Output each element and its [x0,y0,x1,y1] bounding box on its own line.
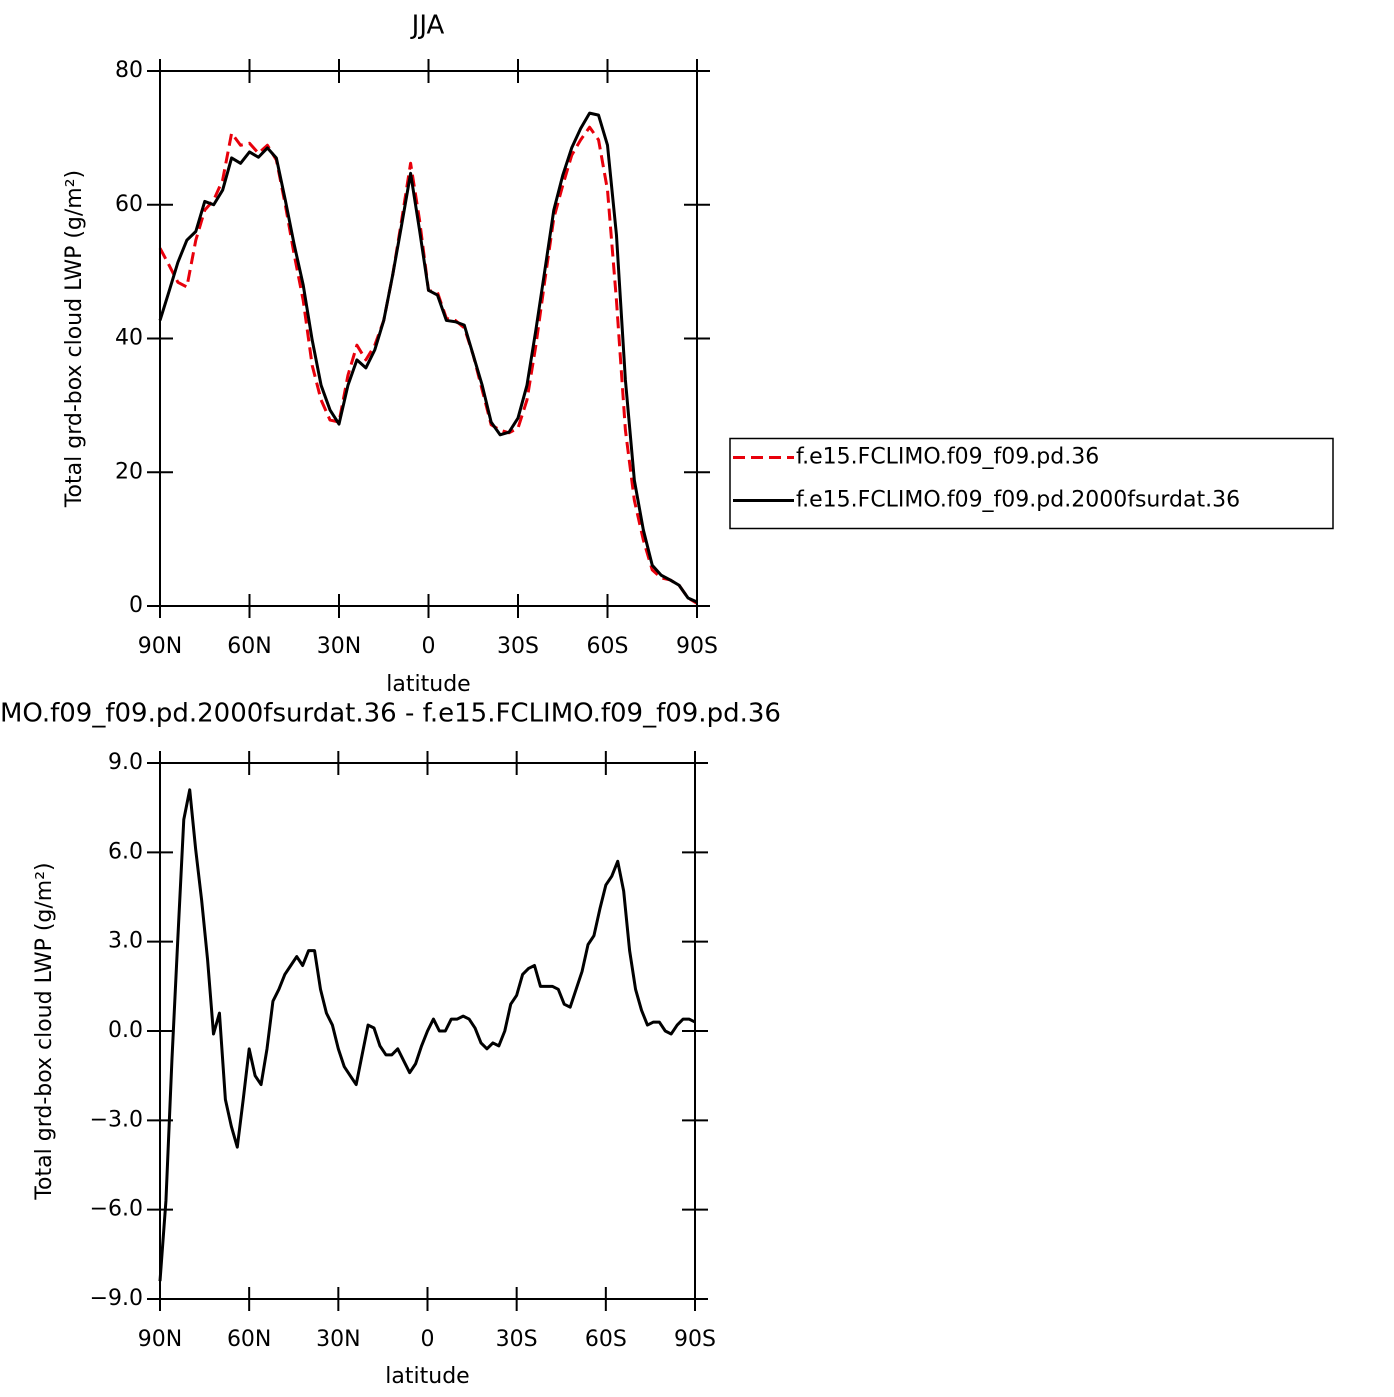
y-tick-label: 0.0 [108,1018,143,1043]
y-axis-label: Total grd-box cloud LWP (g/m²) [32,862,57,1200]
plot-frame [159,70,698,607]
data-line [158,111,698,604]
panel: MO.f09_f09.pd.2000fsurdat.36 - f.e15.FCL… [0,699,781,1390]
chart-title: MO.f09_f09.pd.2000fsurdat.36 - f.e15.FCL… [0,699,781,729]
legend-box [729,437,1334,530]
x-tick-label: 0 [421,1327,435,1352]
x-tick-label: 60S [585,1327,627,1352]
y-tick-label: −6.0 [90,1197,143,1222]
x-tick-label: 90S [676,634,718,659]
legend: f.e15.FCLIMO.f09_f09.pd.36 f.e15.FCLIMO.f… [729,437,1334,530]
x-tick-label: 30S [497,634,539,659]
chart-title: JJA [410,11,445,41]
y-tick-label: 80 [115,58,143,83]
y-tick-label: 60 [115,192,143,217]
y-tick-label: −3.0 [90,1107,143,1132]
x-axis-label: latitude [385,1364,469,1389]
x-tick-label: 30N [316,1327,360,1352]
panel: JJA latitude Total grd-box cloud LWP (g/m²… [62,11,1334,697]
y-tick-label: 0 [129,593,143,618]
x-tick-label: 90N [138,1327,182,1352]
x-tick-label: 90N [138,634,182,659]
y-tick-label: 40 [115,326,143,351]
y-axis-label: Total grd-box cloud LWP (g/m²) [62,170,87,508]
plot-frame [159,762,696,1300]
data-line [158,788,696,1282]
x-tick-label: 60S [587,634,629,659]
y-tick-label: 20 [115,459,143,484]
y-tick-label: −9.0 [90,1286,143,1311]
y-tick-label: 6.0 [108,839,143,864]
x-tick-label: 60N [227,634,271,659]
y-tick-label: 3.0 [108,929,143,954]
x-tick-label: 90S [674,1327,716,1352]
legend-label: f.e15.FCLIMO.f09_f09.pd.2000fsurdat.36 [796,488,1240,513]
legend-label: f.e15.FCLIMO.f09_f09.pd.36 [796,445,1099,470]
x-tick-label: 30S [496,1327,538,1352]
x-tick-label: 0 [422,634,436,659]
x-tick-label: 30N [317,634,361,659]
x-tick-label: 60N [227,1327,271,1352]
y-tick-label: 9.0 [108,750,143,775]
x-axis-label: latitude [386,672,470,697]
